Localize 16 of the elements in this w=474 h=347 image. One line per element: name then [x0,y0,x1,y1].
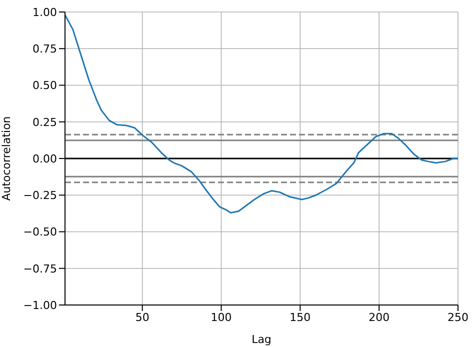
x-tick-label: 100 [210,310,232,324]
y-tick-label: 1.00 [32,6,57,19]
x-tick-label: 150 [290,310,311,324]
y-tick-label: −1.00 [23,298,57,312]
y-tick-label: −0.50 [23,226,57,239]
y-tick-label: 0.75 [32,42,57,56]
x-tick-label: 200 [368,310,390,324]
x-tick-label: 50 [135,310,150,324]
y-tick-label: −0.25 [23,189,57,202]
y-tick-label: 0.00 [32,152,57,166]
x-tick-label: 250 [448,310,468,324]
y-tick-label: −0.75 [23,262,57,276]
y-tick-label: 0.50 [32,79,57,92]
y-axis-title: Autocorrelation [0,116,13,201]
x-axis-title: Lag [252,333,272,346]
y-tick-label: 0.25 [32,116,57,129]
